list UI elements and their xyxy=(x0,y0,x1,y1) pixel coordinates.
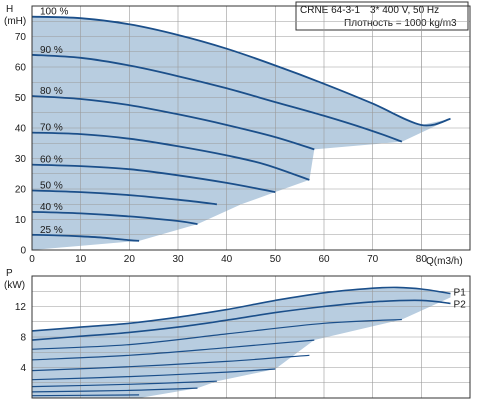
y-tick-label: 10 xyxy=(15,215,27,226)
header-box: CRNE 64-3-1 3* 400 V, 50 Hz Плотность = … xyxy=(295,1,469,31)
head-curve-100 xyxy=(31,15,451,127)
curve-label: 50 % xyxy=(40,181,63,192)
power-curve-P2 xyxy=(31,299,451,341)
top-yunit: (mH) xyxy=(4,16,26,27)
header-frame xyxy=(295,1,469,31)
head-curve-50 xyxy=(31,189,218,206)
head-curve-90 xyxy=(31,53,403,143)
y-tick-label: 60 xyxy=(15,63,27,74)
y-tick-label: 4 xyxy=(20,363,26,374)
head-curve-80 xyxy=(31,95,315,151)
curve-label: 60 % xyxy=(40,155,63,166)
top-frame xyxy=(31,5,471,251)
y-tick-label: 40 xyxy=(15,124,27,135)
y-tick-label: 0 xyxy=(20,246,26,257)
x-tick-label: 30 xyxy=(172,254,184,265)
curve-label: 90 % xyxy=(40,45,63,56)
x-tick-label: 80 xyxy=(416,254,428,265)
power-curve xyxy=(31,387,198,393)
header-supply: 3* 400 V, 50 Hz xyxy=(370,5,439,16)
x-tick-label: 60 xyxy=(318,254,330,265)
power-curve xyxy=(31,318,402,350)
power-curve xyxy=(31,339,315,361)
head-curve-25 xyxy=(31,233,140,242)
x-tick-label: 50 xyxy=(270,254,282,265)
top-ylabel: H xyxy=(6,4,13,15)
y-tick-label: 50 xyxy=(15,93,27,104)
power-curve xyxy=(31,380,217,388)
y-tick-label: 70 xyxy=(15,32,27,43)
curve-label: 25 % xyxy=(40,225,63,236)
header-model: CRNE 64-3-1 xyxy=(300,5,360,16)
x-tick-label: 20 xyxy=(124,254,136,265)
y-tick-label: 8 xyxy=(20,333,26,344)
top-xunit: Q(m3/h) xyxy=(426,256,463,267)
operating-area xyxy=(32,16,451,250)
power-curve xyxy=(31,368,276,381)
bottom-yunit: (kW) xyxy=(4,280,25,291)
y-tick-label: 20 xyxy=(15,185,27,196)
head-curve-60 xyxy=(31,163,276,193)
bottom-ylabel: P xyxy=(6,268,13,279)
x-tick-label: 10 xyxy=(75,254,87,265)
head-curve-40 xyxy=(31,211,198,225)
head-plot: 100 % 90 % 80 % 70 % 60 % 50 % 40 % 25 % 0 10 20 30… xyxy=(15,5,471,265)
head-curve-70 xyxy=(31,131,310,181)
header-density: Плотность = 1000 kg/m3 xyxy=(344,18,457,29)
p1-label: P1 xyxy=(454,288,467,299)
y-tick-label: 30 xyxy=(15,154,27,165)
curve-label: 70 % xyxy=(40,123,63,134)
curve-label: 100 % xyxy=(40,7,68,18)
x-tick-label: 70 xyxy=(367,254,379,265)
curve-label: 40 % xyxy=(40,202,63,213)
curve-label: 80 % xyxy=(40,86,63,97)
power-curve xyxy=(31,394,140,397)
x-tick-label: 40 xyxy=(221,254,233,265)
x-tick-label: 0 xyxy=(29,254,35,265)
bottom-frame xyxy=(31,275,471,399)
power-curve xyxy=(31,354,310,372)
y-tick-label: 12 xyxy=(15,302,27,313)
power-curve-P1 xyxy=(31,286,451,332)
p2-label: P2 xyxy=(454,299,467,310)
power-area xyxy=(32,287,451,398)
